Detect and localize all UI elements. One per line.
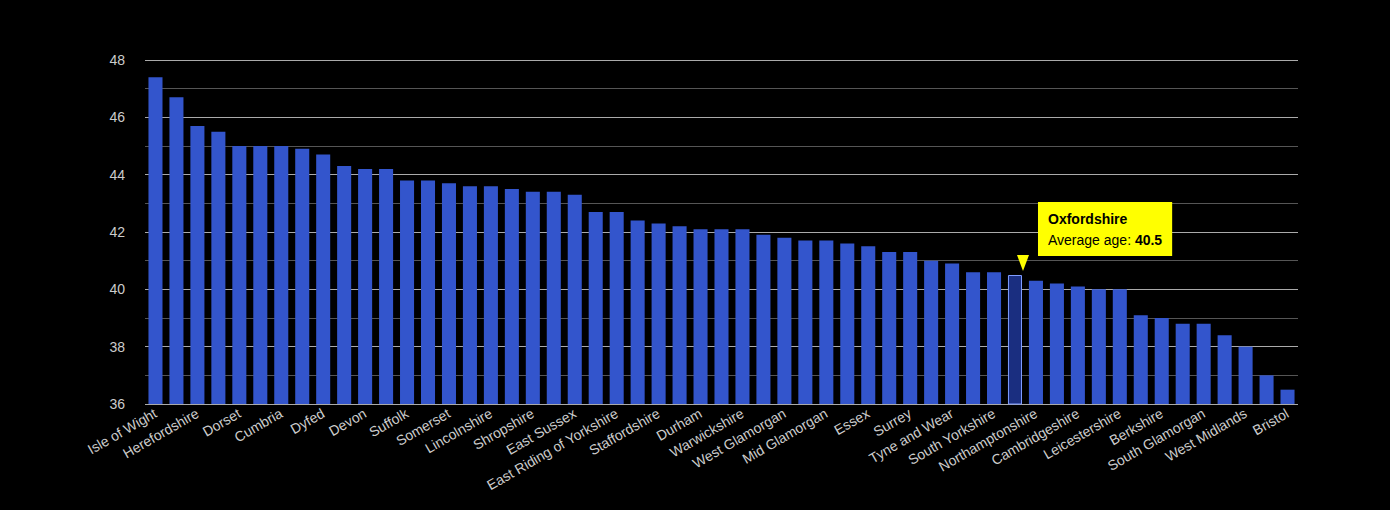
svg-text:Warwickshire: Warwickshire <box>666 405 747 461</box>
svg-text:Bristol: Bristol <box>1250 405 1292 438</box>
svg-text:Average age:: Average age: <box>1048 232 1135 248</box>
svg-text:West Glamorgan: West Glamorgan <box>689 405 789 472</box>
svg-text:Surrey: Surrey <box>870 405 915 440</box>
svg-text:Durham: Durham <box>653 405 705 444</box>
svg-text:Cumbria: Cumbria <box>231 405 285 445</box>
svg-text:36: 36 <box>109 396 125 412</box>
svg-text:42: 42 <box>109 224 125 240</box>
svg-text:Suffolk: Suffolk <box>366 405 411 441</box>
svg-text:Northamptonshire: Northamptonshire <box>935 405 1040 475</box>
svg-text:South Glamorgan: South Glamorgan <box>1104 405 1208 474</box>
svg-text:Cambridgeshire: Cambridgeshire <box>988 405 1082 469</box>
svg-text:East Riding of Yorkshire: East Riding of Yorkshire <box>484 405 621 494</box>
svg-text:Staffordshire: Staffordshire <box>586 405 663 458</box>
svg-text:Shropshire: Shropshire <box>470 405 537 453</box>
svg-text:Mid Glamorgan: Mid Glamorgan <box>740 405 831 467</box>
svg-text:Herefordshire: Herefordshire <box>120 405 202 461</box>
svg-text:South Yorkshire: South Yorkshire <box>905 405 998 468</box>
svg-text:Essex: Essex <box>831 405 872 438</box>
svg-text:48: 48 <box>109 52 125 68</box>
svg-text:West Midlands: West Midlands <box>1162 405 1249 465</box>
svg-text:46: 46 <box>109 109 125 125</box>
svg-text:Lincolnshire: Lincolnshire <box>422 405 495 457</box>
svg-text:East Sussex: East Sussex <box>503 405 579 458</box>
svg-text:Devon: Devon <box>326 405 369 439</box>
svg-text:Dyfed: Dyfed <box>288 405 328 437</box>
svg-text:Leicestershire: Leicestershire <box>1040 405 1124 463</box>
svg-text:44: 44 <box>109 167 125 183</box>
svg-text:Dorset: Dorset <box>199 405 244 440</box>
svg-text:40: 40 <box>109 281 125 297</box>
svg-text:38: 38 <box>109 339 125 355</box>
svg-text:40.5: 40.5 <box>1135 232 1162 248</box>
svg-text:Berkshire: Berkshire <box>1106 405 1166 449</box>
svg-text:Tyne and Wear: Tyne and Wear <box>866 405 957 467</box>
svg-text:Somerset: Somerset <box>393 405 453 449</box>
svg-text:Oxfordshire: Oxfordshire <box>1048 211 1128 227</box>
svg-text:Isle of Wight: Isle of Wight <box>84 405 160 458</box>
